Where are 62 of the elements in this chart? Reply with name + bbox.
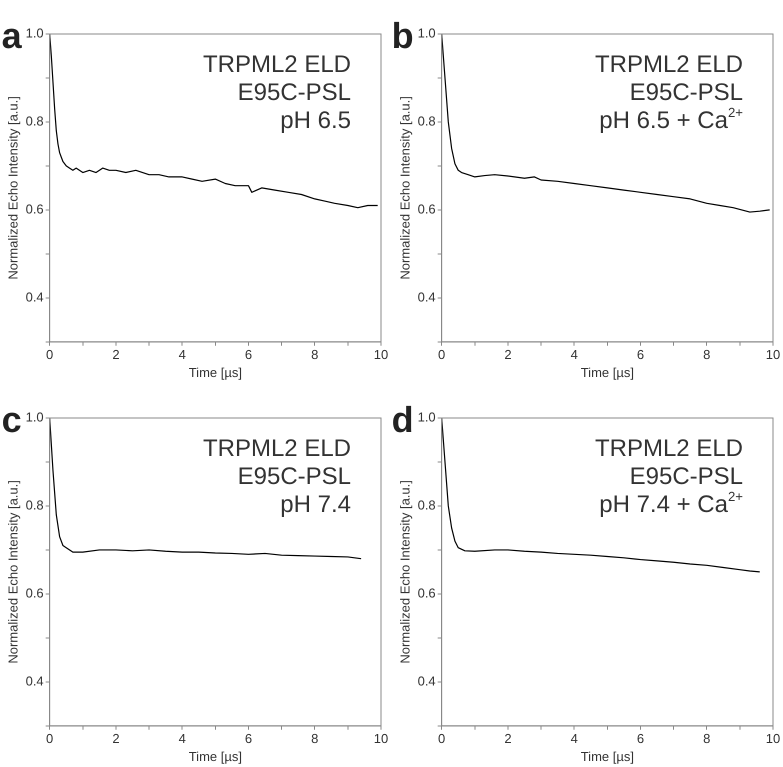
y-tick-label: 1.0 [26, 26, 44, 41]
x-tick-label: 0 [46, 731, 54, 746]
y-tick-label: 0.6 [26, 201, 44, 216]
x-tick-label: 4 [178, 731, 186, 746]
y-tick-label: 0.4 [418, 289, 436, 304]
y-tick-label: 0.4 [26, 289, 44, 304]
annotation: pH 6.5 [280, 107, 352, 134]
y-tick-label: 0.4 [26, 673, 44, 688]
y-axis-title: Normalized Echo Intensity [a.u.] [397, 480, 412, 664]
y-tick-label: 0.4 [418, 673, 436, 688]
x-tick-label: 0 [438, 731, 446, 746]
y-tick-label: 0.6 [418, 585, 436, 600]
x-axis-title: Time [µs] [188, 748, 242, 764]
x-tick-label: 4 [178, 347, 186, 362]
x-tick-label: 6 [244, 347, 252, 362]
y-tick-label: 0.8 [26, 114, 44, 129]
y-tick-label: 1.0 [418, 410, 436, 425]
x-tick-label: 4 [570, 731, 578, 746]
annotation: pH 7.4 [280, 491, 352, 518]
y-axis-title: Normalized Echo Intensity [a.u.] [5, 96, 20, 280]
annotation: TRPML2 ELD [202, 435, 352, 462]
x-tick-label: 2 [504, 347, 512, 362]
x-tick-label: 0 [438, 347, 446, 362]
text: c [2, 399, 22, 440]
x-tick-label: 2 [112, 731, 120, 746]
annotation: TRPML2 ELD [202, 51, 352, 78]
annotation: E95C-PSL [238, 463, 351, 490]
y-tick-label: 0.8 [418, 114, 436, 129]
annotation: E95C-PSL [238, 79, 351, 106]
x-tick-label: 10 [374, 731, 388, 746]
x-tick-label: 10 [766, 731, 780, 746]
x-tick-label: 8 [703, 731, 710, 746]
y-tick-label: 0.8 [26, 498, 44, 513]
x-tick-label: 2 [504, 731, 512, 746]
x-tick-label: 8 [311, 347, 318, 362]
x-tick-label: 2 [112, 347, 120, 362]
x-tick-label: 0 [46, 347, 54, 362]
x-axis-title: Time [µs] [580, 364, 634, 380]
annotation: E95C-PSL [630, 463, 743, 490]
text: b [392, 15, 414, 56]
annotation: TRPML2 ELD [594, 51, 744, 78]
y-tick-label: 0.6 [418, 201, 436, 216]
x-tick-label: 10 [766, 347, 780, 362]
text: a [2, 15, 23, 56]
x-tick-label: 8 [703, 347, 710, 362]
x-axis-title: Time [µs] [580, 748, 634, 764]
x-tick-label: 6 [636, 731, 644, 746]
x-tick-label: 8 [311, 731, 318, 746]
x-tick-label: 6 [244, 731, 252, 746]
y-tick-label: 0.8 [418, 498, 436, 513]
x-tick-label: 6 [636, 347, 644, 362]
annotation: E95C-PSL [630, 79, 743, 106]
y-tick-label: 1.0 [418, 26, 436, 41]
text: d [392, 399, 414, 440]
y-tick-label: 1.0 [26, 410, 44, 425]
y-tick-label: 0.6 [26, 585, 44, 600]
y-axis-title: Normalized Echo Intensity [a.u.] [397, 96, 412, 280]
x-tick-label: 4 [570, 347, 578, 362]
x-axis-title: Time [µs] [188, 364, 242, 380]
y-axis-title: Normalized Echo Intensity [a.u.] [5, 480, 20, 664]
x-tick-label: 10 [374, 347, 388, 362]
annotation: TRPML2 ELD [594, 435, 744, 462]
